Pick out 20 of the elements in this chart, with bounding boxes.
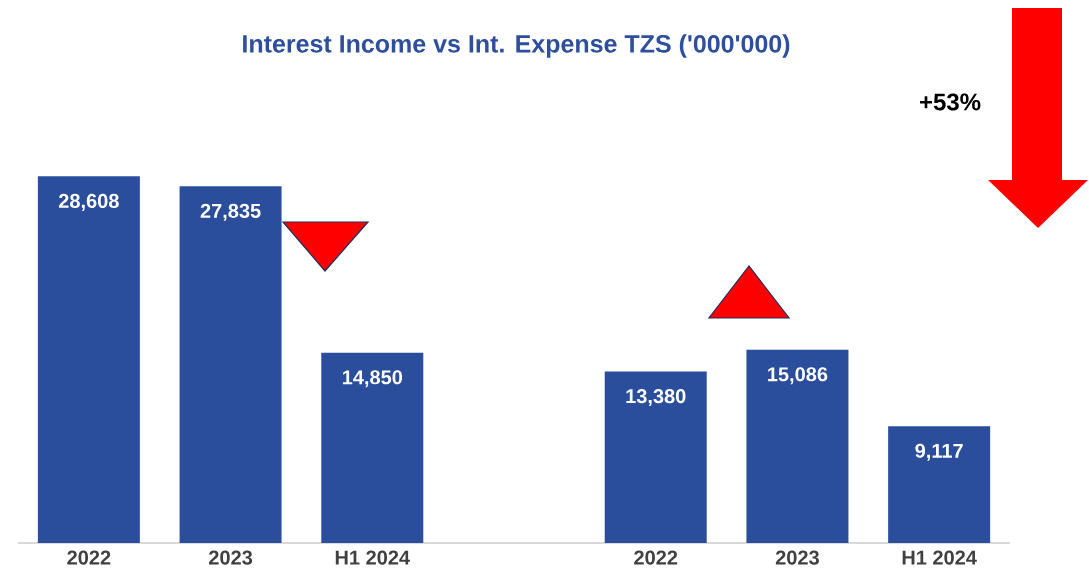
data-label: 15,086 — [768, 367, 828, 385]
x-tick-label: 2022 — [67, 550, 111, 565]
x-tick-label: H1 2024 — [335, 550, 410, 565]
bar — [604, 371, 707, 543]
data-label: 9,117 — [915, 443, 963, 461]
bar — [746, 349, 849, 543]
x-tick-label: 2023 — [209, 550, 253, 565]
data-label: 27,835 — [200, 203, 261, 221]
chart-title: Interest Income vs Int. Expense TZS ('000'000) — [243, 34, 790, 58]
text: +53% — [919, 93, 981, 111]
bar — [179, 186, 282, 543]
data-label: 14,850 — [342, 370, 403, 388]
x-tick-label: 2022 — [634, 550, 678, 565]
bar — [888, 426, 991, 543]
data-label: 28,608 — [58, 193, 119, 211]
bar — [37, 176, 140, 543]
x-tick-label: H1 2024 — [902, 550, 977, 565]
bar — [321, 352, 424, 543]
data-label: 13,380 — [626, 389, 686, 407]
x-tick-label: 2023 — [775, 550, 819, 565]
